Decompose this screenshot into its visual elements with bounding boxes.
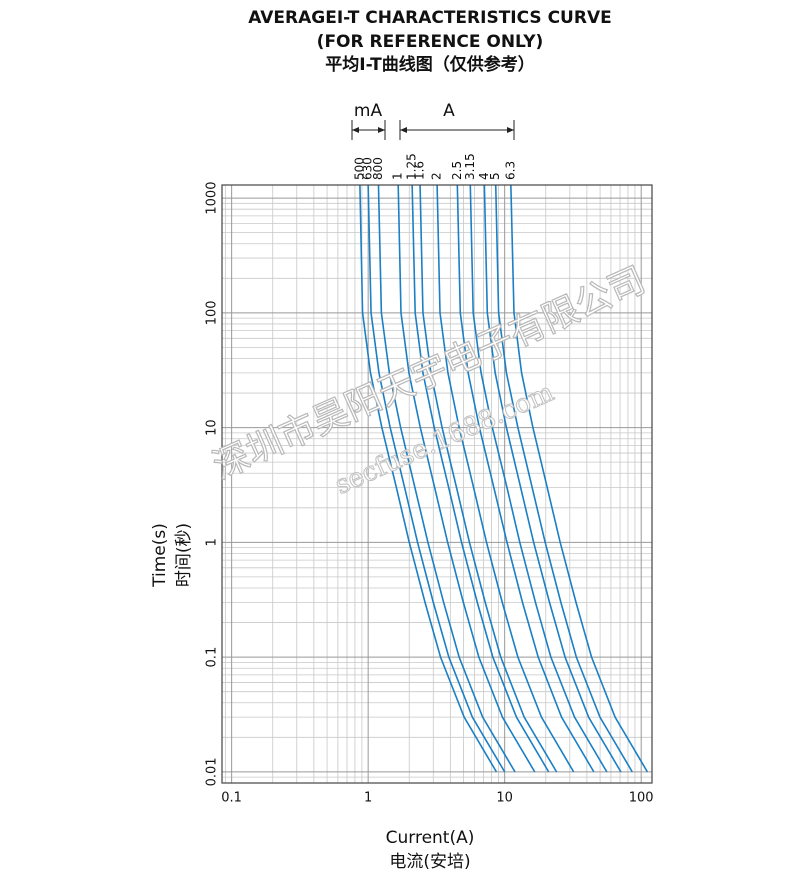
curve bbox=[397, 185, 536, 773]
y-tick-label: 0.01 bbox=[205, 757, 220, 786]
x-axis-title-cn: 电流(安培) bbox=[389, 852, 470, 872]
chart-subtitle: (FOR REFERENCE ONLY) bbox=[317, 32, 544, 52]
x-tick-label: 1 bbox=[364, 791, 372, 806]
series-label: 5 bbox=[488, 172, 502, 180]
series-label: 800 bbox=[371, 157, 385, 180]
series-label: 1 bbox=[391, 172, 405, 180]
y-tick-label: 100 bbox=[205, 300, 220, 325]
series-label: 1.25 bbox=[405, 153, 419, 180]
plot-frame bbox=[221, 184, 653, 784]
chart-title: AVERAGEI-T CHARACTERISTICS CURVE bbox=[248, 8, 611, 28]
y-tick-label: 0.1 bbox=[205, 647, 220, 668]
y-axis-title-cn: 时间(秒) bbox=[174, 523, 194, 587]
curve bbox=[411, 185, 550, 773]
series-label: 3.15 bbox=[463, 153, 477, 180]
curve bbox=[419, 185, 558, 773]
curve bbox=[483, 185, 622, 773]
curves bbox=[359, 185, 649, 773]
series-label: 630 bbox=[361, 157, 375, 180]
series-label: 500 bbox=[352, 157, 366, 180]
curve bbox=[494, 185, 633, 773]
y-tick-label: 10 bbox=[205, 419, 220, 436]
y-tick-label: 1 bbox=[205, 538, 220, 546]
curve bbox=[359, 185, 498, 773]
series-label: 2.5 bbox=[450, 161, 464, 180]
x-tick-label: 100 bbox=[629, 791, 654, 806]
unit-arrows bbox=[351, 120, 515, 140]
curve bbox=[436, 185, 575, 773]
curve bbox=[510, 185, 649, 773]
unit-label: A bbox=[443, 101, 455, 121]
curve bbox=[456, 185, 595, 773]
series-label: 6.3 bbox=[503, 161, 517, 180]
y-tick-label: 1000 bbox=[205, 182, 220, 215]
curve bbox=[377, 185, 516, 773]
x-tick-label: 0.1 bbox=[221, 791, 242, 806]
curve bbox=[367, 185, 506, 773]
chart-subtitle-cn: 平均I-T曲线图（仅供参考） bbox=[325, 54, 534, 75]
curve bbox=[469, 185, 608, 773]
x-tick-label: 10 bbox=[496, 791, 513, 806]
series-label: 2 bbox=[430, 172, 444, 180]
unit-label: mA bbox=[354, 101, 383, 121]
series-label: 1.6 bbox=[413, 161, 427, 180]
series-label: 4 bbox=[477, 172, 491, 180]
grid bbox=[222, 185, 652, 783]
x-axis-title: Current(A) bbox=[386, 828, 475, 848]
y-axis-title: Time(s) bbox=[150, 523, 170, 588]
